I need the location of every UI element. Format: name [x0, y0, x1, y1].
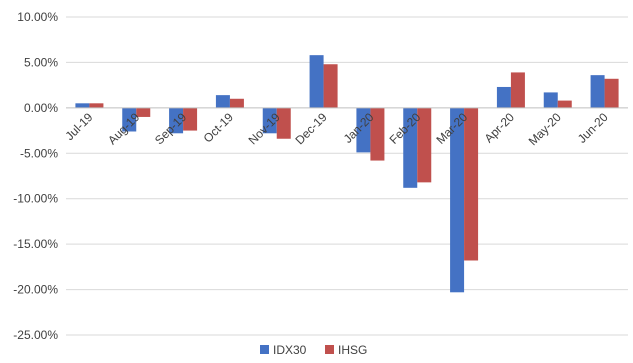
legend-item-ihsg: IHSG [325, 343, 367, 357]
bar-idx30-may-20 [543, 92, 558, 108]
bar-idx30-jun-20 [590, 75, 605, 108]
bar-idx30-aug-19 [122, 107, 137, 132]
y-tick-label: -5.00% [20, 146, 58, 160]
bar-ihsg-apr-20 [510, 72, 525, 108]
bar-idx30-nov-19 [262, 107, 277, 134]
bar-ihsg-mar-20 [464, 107, 479, 261]
y-tick-label: -10.00% [13, 192, 58, 206]
legend-swatch [325, 345, 334, 354]
bar-idx30-dec-19 [309, 55, 324, 108]
bar-ihsg-jun-20 [604, 78, 619, 108]
y-tick-label: 5.00% [24, 55, 58, 69]
bar-ihsg-feb-20 [417, 107, 432, 183]
legend-label: IDX30 [273, 343, 307, 357]
bar-ihsg-jan-20 [370, 107, 385, 161]
y-tick-label: -20.00% [13, 283, 58, 297]
bar-ihsg-jul-19 [89, 103, 104, 108]
bar-ihsg-sep-19 [183, 107, 198, 131]
bar-idx30-oct-19 [215, 95, 230, 108]
x-category-label: Dec-19 [292, 110, 329, 147]
y-axis-tick-labels: 10.00% 5.00% 0.00% -5.00% -10.00% -15.00% -20.… [13, 10, 58, 342]
bar-ihsg-nov-19 [276, 107, 291, 139]
legend-swatch [260, 345, 269, 354]
y-tick-label: 0.00% [24, 101, 58, 115]
bar-ihsg-aug-19 [136, 107, 151, 117]
y-tick-label: -25.00% [13, 328, 58, 342]
bar-ihsg-oct-19 [229, 98, 244, 108]
legend-label: IHSG [338, 343, 367, 357]
x-category-label: Jun-20 [575, 110, 611, 146]
legend: IDX30 IHSG [260, 343, 367, 357]
x-category-label: Oct-19 [201, 110, 237, 146]
bar-idx30-jan-20 [356, 107, 371, 153]
bar-ihsg-dec-19 [323, 64, 338, 108]
bar-idx30-mar-20 [450, 107, 465, 293]
x-category-label: Apr-20 [482, 110, 518, 146]
gridlines [66, 16, 628, 336]
bar-idx30-sep-19 [169, 107, 184, 134]
bar-idx30-feb-20 [403, 107, 418, 188]
x-category-label: May-20 [526, 110, 564, 148]
bar-idx30-jul-19 [75, 103, 90, 108]
bar-ihsg-may-20 [557, 100, 572, 108]
y-tick-label: -15.00% [13, 237, 58, 251]
legend-item-idx30: IDX30 [260, 343, 307, 357]
bars [75, 55, 619, 293]
bar-idx30-apr-20 [496, 86, 511, 108]
y-tick-label: 10.00% [17, 10, 58, 24]
x-category-label: Jul-19 [63, 110, 96, 143]
